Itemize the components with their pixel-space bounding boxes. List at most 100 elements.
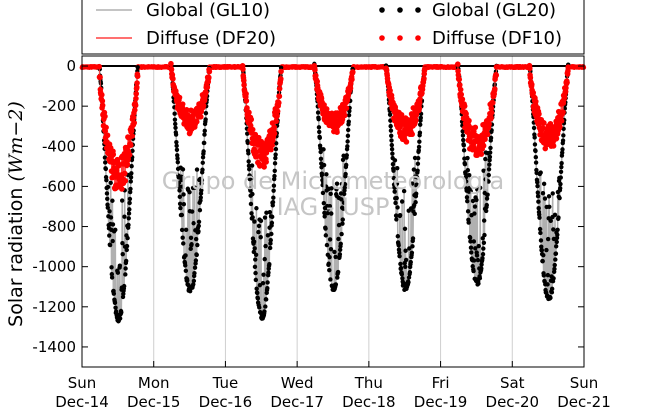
diffuse-point bbox=[98, 92, 105, 98]
global-point bbox=[463, 171, 468, 177]
global-point bbox=[338, 241, 343, 247]
diffuse-point bbox=[205, 74, 212, 81]
diffuse-point bbox=[558, 118, 565, 124]
global-point bbox=[200, 155, 206, 160]
global-point bbox=[465, 167, 471, 173]
global-point bbox=[479, 262, 484, 267]
diffuse-point bbox=[253, 149, 260, 155]
global-point bbox=[412, 155, 418, 161]
global-point bbox=[481, 240, 487, 245]
global-point bbox=[545, 272, 551, 278]
global-point bbox=[402, 226, 408, 231]
global-point bbox=[418, 122, 423, 127]
diffuse-point bbox=[274, 108, 281, 115]
global-point bbox=[172, 111, 177, 116]
global-point bbox=[465, 198, 470, 204]
global-point bbox=[105, 184, 111, 190]
global-point bbox=[272, 161, 278, 166]
global-point bbox=[387, 112, 393, 117]
global-point bbox=[483, 208, 489, 214]
global-point bbox=[556, 215, 561, 220]
global-point bbox=[391, 175, 397, 181]
global-point bbox=[265, 285, 270, 291]
global-point bbox=[253, 252, 259, 257]
diffuse-point bbox=[241, 82, 247, 88]
diffuse-point bbox=[206, 68, 213, 75]
global-point bbox=[471, 258, 477, 263]
global-point bbox=[471, 268, 476, 274]
global-point bbox=[558, 169, 564, 175]
global-point bbox=[256, 223, 262, 229]
global-point bbox=[327, 267, 332, 273]
global-point bbox=[318, 156, 324, 161]
global-point bbox=[476, 243, 481, 249]
global-point bbox=[414, 175, 420, 180]
global-point bbox=[395, 234, 401, 239]
diffuse-point bbox=[557, 124, 563, 130]
global-point bbox=[107, 233, 112, 238]
diffuse-point bbox=[312, 67, 318, 73]
global-point bbox=[268, 238, 273, 243]
global-point bbox=[465, 155, 470, 161]
diffuse-point bbox=[482, 136, 488, 143]
global-point bbox=[122, 214, 127, 219]
global-point bbox=[548, 295, 553, 301]
global-point bbox=[554, 239, 559, 245]
legend-marker bbox=[415, 35, 421, 41]
diffuse-point bbox=[417, 96, 423, 102]
global-point bbox=[273, 152, 278, 157]
global-point bbox=[463, 179, 469, 184]
diffuse-point bbox=[528, 81, 535, 88]
global-point bbox=[261, 272, 266, 277]
global-point bbox=[333, 282, 339, 287]
diffuse-point bbox=[200, 102, 207, 109]
global-point bbox=[180, 167, 186, 172]
global-point bbox=[192, 185, 197, 190]
global-point bbox=[321, 180, 326, 185]
diffuse-point bbox=[99, 102, 106, 109]
global-point bbox=[124, 243, 130, 249]
diffuse-point bbox=[132, 102, 139, 109]
diffuse-point bbox=[421, 66, 428, 72]
global-point bbox=[109, 265, 114, 270]
global-point bbox=[267, 245, 273, 251]
global-point bbox=[249, 175, 254, 181]
legend-marker bbox=[397, 35, 403, 41]
global-point bbox=[326, 261, 331, 266]
diffuse-point bbox=[246, 109, 252, 116]
global-point bbox=[246, 151, 251, 156]
global-point bbox=[121, 283, 127, 289]
global-point bbox=[110, 238, 115, 244]
global-point bbox=[269, 231, 274, 237]
global-point bbox=[337, 247, 343, 252]
diffuse-point bbox=[170, 76, 176, 82]
global-point bbox=[343, 162, 349, 168]
global-point bbox=[201, 149, 206, 154]
global-point bbox=[398, 261, 403, 267]
diffuse-point bbox=[122, 177, 129, 184]
diffuse-point bbox=[121, 170, 128, 177]
global-point bbox=[551, 276, 556, 281]
diffuse-point bbox=[131, 120, 138, 126]
global-point bbox=[325, 210, 330, 216]
global-point bbox=[339, 181, 345, 187]
global-point bbox=[278, 65, 284, 70]
diffuse-point bbox=[347, 85, 354, 92]
global-point bbox=[250, 191, 255, 197]
global-point bbox=[483, 156, 488, 162]
global-point bbox=[188, 235, 194, 241]
global-point bbox=[187, 189, 192, 195]
global-point bbox=[323, 226, 328, 231]
global-point bbox=[109, 275, 115, 280]
diffuse-point bbox=[564, 79, 570, 86]
diffuse-point bbox=[536, 111, 542, 117]
global-point bbox=[550, 191, 555, 196]
global-point bbox=[113, 227, 118, 233]
global-point bbox=[401, 188, 407, 194]
global-point bbox=[541, 273, 547, 278]
global-point bbox=[341, 206, 346, 211]
y-axis-unit: (Wm−2) bbox=[5, 101, 27, 181]
global-point bbox=[272, 173, 277, 179]
global-point bbox=[487, 158, 492, 163]
